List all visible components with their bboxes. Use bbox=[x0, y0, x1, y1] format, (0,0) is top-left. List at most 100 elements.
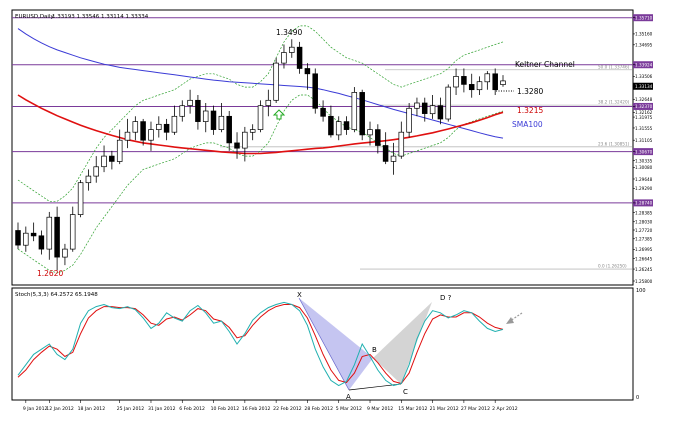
time-label-13: 21 Mar 2012 bbox=[430, 406, 459, 412]
candle-26 bbox=[218, 102, 225, 133]
candle-body bbox=[437, 105, 444, 120]
candle-55 bbox=[445, 84, 451, 122]
price-tick-label-8: 1.32162 bbox=[635, 110, 653, 115]
candle-body bbox=[351, 92, 358, 130]
price-tick-label-2: 1.34695 bbox=[635, 43, 653, 48]
candle-22 bbox=[187, 89, 193, 114]
harmonic-xa-line bbox=[298, 297, 350, 391]
price-tick-label-22: 1.26995 bbox=[635, 247, 653, 252]
candle-30 bbox=[249, 124, 256, 141]
candle-body bbox=[445, 86, 451, 120]
candle-body bbox=[69, 214, 76, 250]
price-tick-label-1: 1.35160 bbox=[635, 32, 653, 37]
candle-52 bbox=[421, 97, 428, 122]
ema-line bbox=[17, 94, 504, 155]
label-sma: SMA100 bbox=[512, 120, 543, 129]
time-label-3: 25 Jan 2012 bbox=[117, 406, 145, 412]
candle-8 bbox=[77, 180, 84, 218]
time-label-14: 27 Mar 2012 bbox=[461, 406, 490, 412]
candle-6 bbox=[62, 243, 68, 266]
candle-body bbox=[38, 235, 45, 250]
price-tick-label-19: 1.28030 bbox=[635, 220, 653, 225]
candle-9 bbox=[85, 169, 92, 191]
arrow-pointer-icon bbox=[506, 312, 523, 324]
candle-29 bbox=[242, 126, 248, 162]
candle-body bbox=[281, 52, 287, 64]
candle-42 bbox=[343, 116, 350, 135]
candle-54 bbox=[437, 97, 444, 125]
time-label-7: 16 Feb 2012 bbox=[242, 406, 271, 412]
time-label-12: 15 Mar 2012 bbox=[398, 406, 427, 412]
price-tick-label-14: 1.30080 bbox=[635, 165, 653, 170]
candle-body bbox=[289, 46, 295, 53]
candle-59 bbox=[476, 76, 483, 96]
candle-body bbox=[359, 92, 365, 136]
time-label-11: 9 Mar 2012 bbox=[367, 406, 393, 412]
candle-body bbox=[343, 121, 350, 130]
price-tick-label-24: 1.26245 bbox=[635, 267, 653, 272]
time-label-8: 22 Feb 2012 bbox=[273, 406, 302, 412]
stoch-header: Stoch(5,3,3) 64.2572 65.1948 bbox=[15, 292, 98, 298]
fib-label-0: 50.0 (1.33746) bbox=[598, 64, 630, 69]
time-label-10: 5 Mar 2012 bbox=[336, 406, 362, 412]
fib-label-2: 23.6 (1.30851) bbox=[598, 141, 630, 146]
price-tick-label-25: 1.25800 bbox=[635, 279, 653, 284]
candle-body bbox=[382, 145, 389, 162]
candle-body bbox=[453, 76, 459, 88]
candle-53 bbox=[429, 95, 436, 119]
candle-body bbox=[140, 121, 146, 141]
candle-body bbox=[195, 99, 201, 122]
price-tick-label-16: 1.29290 bbox=[635, 186, 653, 191]
price-tag-bg-0 bbox=[633, 14, 653, 22]
price-tick-label-9: 1.31975 bbox=[635, 115, 653, 120]
candle-body bbox=[23, 232, 29, 246]
candle-body bbox=[54, 216, 60, 258]
candle-body bbox=[461, 76, 467, 85]
sma100-line bbox=[17, 28, 504, 139]
candle-body bbox=[328, 115, 334, 136]
candle-7 bbox=[69, 206, 76, 252]
fib-label-1: 38.2 (1.32420) bbox=[598, 100, 630, 105]
indicator-lines bbox=[17, 25, 504, 274]
pattern-d-label: D ? bbox=[440, 294, 452, 302]
time-label-9: 28 Feb 2012 bbox=[304, 406, 333, 412]
candle-body bbox=[62, 248, 68, 258]
candle-body bbox=[296, 46, 303, 69]
candle-28 bbox=[234, 132, 240, 159]
price-tick-label-0: 1.35710 bbox=[635, 16, 653, 21]
candle-15 bbox=[132, 116, 139, 141]
stoch-axis-top: 100 bbox=[636, 288, 646, 294]
pattern-b-label: B bbox=[372, 346, 377, 354]
candle-body bbox=[15, 230, 21, 246]
candle-62 bbox=[500, 75, 506, 87]
label-ema: 1.3215 bbox=[517, 106, 543, 115]
candle-47 bbox=[382, 132, 389, 165]
price-tick-label-13: 1.30335 bbox=[635, 158, 653, 163]
up-arrow-icon bbox=[272, 109, 286, 120]
price-tag-bg-7 bbox=[633, 102, 653, 110]
candle-body bbox=[109, 155, 115, 162]
candle-body bbox=[312, 73, 318, 109]
candle-body bbox=[476, 81, 483, 91]
candle-body bbox=[421, 102, 428, 114]
candle-43 bbox=[351, 87, 358, 133]
horizontal-lines bbox=[12, 17, 633, 204]
candle-25 bbox=[210, 105, 217, 135]
candle-body bbox=[398, 131, 405, 157]
candle-body bbox=[265, 99, 272, 106]
candle-body bbox=[132, 121, 139, 133]
candle-body bbox=[257, 105, 264, 130]
time-label-5: 6 Feb 2012 bbox=[179, 406, 205, 412]
candle-50 bbox=[406, 102, 412, 138]
label-keltner: Keltner Channel bbox=[515, 60, 575, 69]
candle-23 bbox=[195, 95, 201, 130]
stoch-axis-bottom: 0 bbox=[636, 395, 639, 401]
candle-body bbox=[414, 102, 420, 109]
candle-body bbox=[46, 216, 53, 250]
candle-13 bbox=[116, 129, 123, 165]
price-tick-label-5: 1.33134 bbox=[635, 84, 653, 89]
candle-18 bbox=[156, 116, 162, 138]
price-tick-label-6: 1.32648 bbox=[635, 97, 653, 102]
harmonic-bcd-triangle bbox=[373, 302, 432, 384]
